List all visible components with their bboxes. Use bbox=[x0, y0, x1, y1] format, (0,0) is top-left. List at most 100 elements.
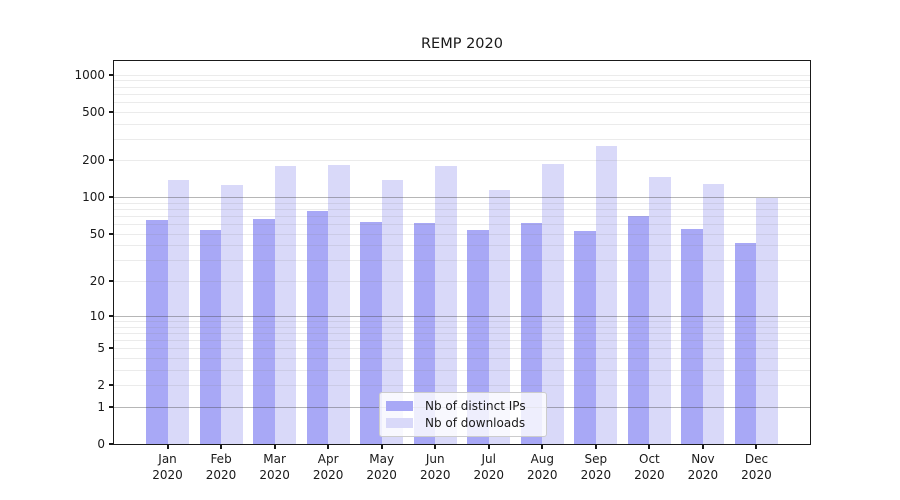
gridline-minor-80 bbox=[114, 209, 810, 211]
gridline-minor-700 bbox=[114, 93, 810, 95]
y-tick-20 bbox=[109, 280, 113, 283]
x-tick-apr bbox=[327, 445, 330, 449]
x-tick-month: Feb bbox=[210, 452, 232, 466]
bar-downloads-feb bbox=[221, 185, 243, 444]
gridline-minor-20 bbox=[114, 281, 810, 283]
y-tick-label-200: 200 bbox=[82, 153, 105, 168]
legend-label-distinct-ips: Nb of distinct IPs bbox=[425, 399, 526, 414]
x-tick-year: 2020 bbox=[259, 468, 290, 482]
legend-label-downloads: Nb of downloads bbox=[425, 415, 526, 430]
x-tick-mar bbox=[273, 445, 276, 449]
bar-downloads-apr bbox=[328, 164, 350, 444]
bar-downloads-mar bbox=[274, 166, 297, 444]
bar-distinct-ips-may bbox=[360, 221, 382, 444]
y-tick-500 bbox=[109, 110, 113, 113]
x-tick-label-jul: Jul 2020 bbox=[459, 451, 519, 483]
gridline-minor-1000 bbox=[114, 74, 810, 76]
y-tick-label-1: 1 bbox=[97, 399, 105, 414]
x-tick-jul bbox=[487, 445, 490, 449]
bar-distinct-ips-sep bbox=[574, 230, 596, 444]
x-tick-month: Jun bbox=[425, 452, 445, 466]
gridline-major-10 bbox=[114, 315, 810, 317]
y-tick-1 bbox=[109, 405, 113, 408]
x-tick-month: Jan bbox=[158, 452, 177, 466]
gridline-minor-7 bbox=[114, 332, 810, 334]
x-tick-label-mar: Mar 2020 bbox=[245, 451, 305, 483]
x-tick-year: 2020 bbox=[419, 468, 451, 482]
bar-downloads-sep bbox=[595, 146, 618, 444]
x-tick-label-jan: Jan 2020 bbox=[138, 451, 198, 483]
gridline-minor-40 bbox=[114, 245, 810, 247]
bar-distinct-ips-nov bbox=[681, 228, 703, 444]
x-tick-may bbox=[380, 445, 383, 449]
y-tick-label-10: 10 bbox=[89, 308, 105, 323]
bar-downloads-oct bbox=[649, 176, 671, 444]
gridline-minor-800 bbox=[114, 86, 810, 88]
x-tick-year: 2020 bbox=[473, 468, 505, 482]
y-tick-2 bbox=[109, 384, 113, 387]
y-tick-label-2: 2 bbox=[97, 378, 105, 393]
y-tick-label-100: 100 bbox=[82, 190, 105, 205]
plot-area: 0 1 2 5 10 20 50 100 200 500 1000 Jan 2020 Feb 2020 Mar… bbox=[74, 60, 811, 482]
gridline-minor-60 bbox=[114, 224, 810, 226]
bar-downloads-jun bbox=[435, 166, 457, 444]
x-tick-year: 2020 bbox=[741, 468, 772, 482]
gridline-minor-200 bbox=[114, 160, 810, 162]
x-tick-month: Oct bbox=[639, 452, 660, 466]
x-tick-month: Apr bbox=[317, 452, 339, 466]
bar-downloads-may bbox=[381, 180, 404, 444]
gridline-minor-300 bbox=[114, 138, 810, 140]
bar-downloads-nov bbox=[702, 183, 725, 444]
x-tick-month: Dec bbox=[744, 452, 769, 466]
bar-downloads-jan bbox=[167, 180, 190, 444]
x-tick-label-may: May 2020 bbox=[352, 451, 412, 483]
x-tick-label-sep: Sep 2020 bbox=[566, 451, 626, 483]
y-tick-label-20: 20 bbox=[89, 274, 105, 289]
bar-distinct-ips-dec bbox=[734, 242, 757, 444]
x-tick-year: 2020 bbox=[634, 468, 665, 482]
x-tick-aug bbox=[541, 445, 544, 449]
bar-distinct-ips-jun bbox=[413, 223, 436, 444]
x-tick-month: Aug bbox=[530, 452, 555, 466]
x-tick-label-feb: Feb 2020 bbox=[191, 451, 251, 483]
legend-item-downloads: Nb of downloads bbox=[386, 416, 537, 430]
x-tick-jun bbox=[434, 445, 437, 449]
x-tick-feb bbox=[220, 445, 223, 449]
gridline-minor-30 bbox=[114, 260, 810, 262]
y-tick-1000 bbox=[109, 73, 113, 76]
gridline-minor-5 bbox=[114, 348, 810, 350]
x-tick-dec bbox=[755, 445, 758, 449]
y-tick-label-0: 0 bbox=[97, 437, 105, 451]
bar-distinct-ips-oct bbox=[627, 216, 650, 444]
x-tick-month: Jul bbox=[481, 452, 496, 466]
y-tick-100 bbox=[109, 196, 113, 199]
x-tick-label-aug: Aug 2020 bbox=[512, 451, 572, 483]
gridline-minor-400 bbox=[114, 123, 810, 125]
y-tick-200 bbox=[109, 159, 113, 162]
legend-swatch-downloads bbox=[386, 417, 413, 428]
x-tick-label-oct: Oct 2020 bbox=[619, 451, 679, 483]
y-tick-label-1000: 1000 bbox=[74, 67, 105, 82]
bar-distinct-ips-apr bbox=[306, 211, 329, 444]
x-tick-year: 2020 bbox=[366, 468, 397, 482]
x-tick-month: Mar bbox=[263, 452, 286, 466]
x-tick-label-jun: Jun 2020 bbox=[405, 451, 465, 483]
x-tick-sep bbox=[594, 445, 597, 449]
x-tick-label-dec: Dec 2020 bbox=[726, 451, 786, 483]
y-tick-5 bbox=[109, 347, 113, 350]
x-tick-label-apr: Apr 2020 bbox=[298, 451, 358, 483]
x-tick-year: 2020 bbox=[312, 468, 344, 482]
gridline-major-100 bbox=[114, 197, 810, 199]
x-tick-year: 2020 bbox=[687, 468, 719, 482]
bar-distinct-ips-jan bbox=[146, 219, 168, 444]
y-tick-label-50: 50 bbox=[89, 226, 105, 241]
legend-item-distinct-ips: Nb of distinct IPs bbox=[386, 399, 537, 413]
gridline-minor-90 bbox=[114, 202, 810, 204]
gridline-minor-8 bbox=[114, 326, 810, 328]
gridline-minor-6 bbox=[114, 339, 810, 341]
gridline-minor-600 bbox=[114, 101, 810, 103]
bar-distinct-ips-mar bbox=[253, 219, 275, 444]
gridline-minor-900 bbox=[114, 80, 810, 82]
y-tick-50 bbox=[109, 232, 113, 235]
